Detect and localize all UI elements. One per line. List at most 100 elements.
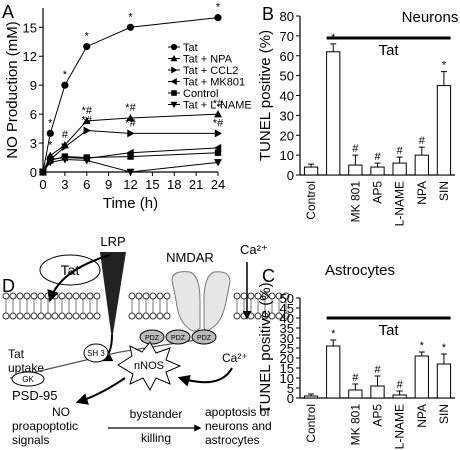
- x-tick-label: 6: [83, 177, 90, 192]
- point-label: *#: [213, 117, 224, 129]
- point: [126, 23, 135, 31]
- panel-letter: B: [262, 4, 274, 24]
- panel-title: Neurons: [402, 9, 459, 26]
- point-label: #: [374, 151, 381, 163]
- legend-marker: [170, 101, 178, 108]
- label: PSD-95: [12, 388, 58, 403]
- point-label: *: [420, 340, 425, 352]
- lipid-head: [163, 312, 171, 320]
- point-label: *: [331, 328, 336, 340]
- lipid-head: [254, 292, 262, 300]
- lipid-head: [254, 312, 262, 320]
- legend-marker: [170, 55, 178, 62]
- membrane: [2, 292, 290, 320]
- lipid-head: [247, 292, 255, 300]
- point-label: *: [48, 117, 53, 129]
- point-label: *: [85, 31, 90, 43]
- x-tick-label: Control: [304, 181, 318, 220]
- lipid-head: [58, 292, 66, 300]
- nmdar-shape: [203, 271, 231, 332]
- error-bar: [308, 393, 315, 396]
- label: PDZ: [145, 335, 160, 342]
- point-label: *#: [125, 102, 136, 114]
- error-bar: [374, 375, 381, 386]
- domain: [139, 329, 165, 345]
- lipid-head: [156, 312, 164, 320]
- label: Tat: [8, 347, 25, 361]
- lipid-head: [268, 292, 276, 300]
- y-tick-label: 35: [280, 321, 294, 336]
- point: [82, 157, 91, 165]
- legend-marker: [171, 90, 177, 96]
- label: GK: [22, 375, 34, 384]
- x-tick-label: AP5: [371, 181, 385, 204]
- y-tick-label: 45: [280, 301, 294, 316]
- point: [46, 129, 54, 138]
- x-tick-label: MK 801: [348, 181, 362, 223]
- lipid-head: [142, 312, 150, 320]
- lipid-head: [72, 312, 80, 320]
- bar: [414, 154, 429, 176]
- point: [214, 110, 222, 118]
- lipid-head: [86, 292, 94, 300]
- point: [127, 129, 135, 138]
- point-label: #: [352, 143, 359, 155]
- bar: [348, 164, 363, 176]
- error-bar: [396, 156, 403, 164]
- label: neurons and: [205, 419, 272, 433]
- label: signals: [12, 433, 49, 447]
- lipid-head: [93, 312, 101, 320]
- label: PDZ: [197, 335, 212, 342]
- y-tick-label: 9: [30, 78, 37, 93]
- error-bar: [352, 383, 359, 390]
- legend-label: Tat + L-NAME: [183, 100, 252, 112]
- point: [82, 116, 91, 125]
- arrow: [47, 254, 111, 303]
- lipid-head: [37, 312, 45, 320]
- point: [126, 113, 135, 122]
- lipid-head: [2, 312, 10, 320]
- lipid-head: [282, 292, 290, 300]
- error-bar: [330, 339, 337, 346]
- lipid-head: [156, 292, 164, 300]
- x-tick-label: NPA: [415, 404, 429, 428]
- lipid-head: [79, 292, 87, 300]
- point-label: *#: [82, 105, 93, 117]
- y-tick-label: 15: [280, 361, 294, 376]
- point-label: #: [352, 372, 359, 384]
- y-tick-label: 50: [280, 291, 294, 306]
- y-tick-label: 50: [280, 69, 294, 84]
- point: [214, 159, 222, 167]
- point-label: *: [442, 60, 447, 72]
- lipid-head: [72, 292, 80, 300]
- label: LRP: [100, 234, 125, 249]
- point-label: *#: [213, 98, 224, 110]
- x-tick-label: 15: [145, 177, 159, 192]
- lipid-head: [268, 312, 276, 320]
- y-tick-label: 3: [30, 136, 37, 151]
- bar: [414, 355, 429, 399]
- error-bar: [330, 43, 337, 52]
- label: SH 3: [87, 349, 105, 358]
- x-tick-label: 18: [167, 177, 181, 192]
- lipid-head: [16, 312, 24, 320]
- point-label: *: [442, 342, 447, 354]
- x-tick-label: AP5: [371, 404, 385, 427]
- lipid-head: [30, 312, 38, 320]
- y-tick-label: 0: [30, 165, 37, 180]
- lipid-head: [261, 312, 269, 320]
- lipid-head: [51, 312, 59, 320]
- lipid-head: [240, 292, 248, 300]
- point-label: #: [397, 145, 404, 157]
- x-tick-label: 9: [105, 177, 112, 192]
- y-tick-label: 40: [280, 311, 294, 326]
- lipid-head: [65, 312, 73, 320]
- label: NO: [52, 405, 70, 419]
- lipid-head: [233, 312, 241, 320]
- bar: [326, 51, 341, 176]
- y-tick-label: 0: [287, 168, 294, 183]
- lipid-head: [135, 292, 143, 300]
- lipid-head: [233, 292, 241, 300]
- y-tick-label: 5: [287, 381, 294, 396]
